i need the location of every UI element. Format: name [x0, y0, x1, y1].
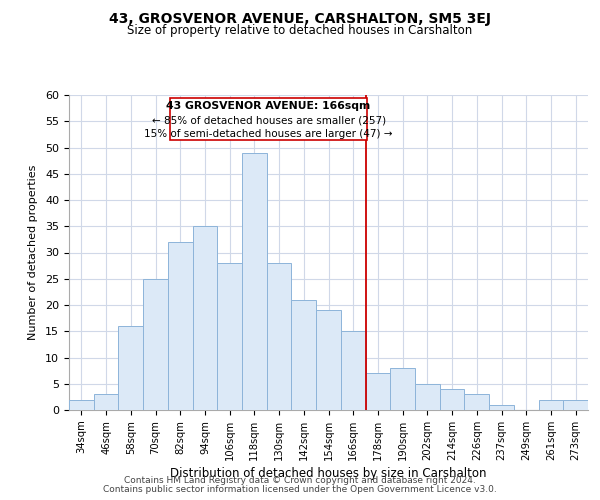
- Bar: [143, 279, 168, 410]
- Bar: [267, 263, 292, 410]
- Text: Contains public sector information licensed under the Open Government Licence v3: Contains public sector information licen…: [103, 485, 497, 494]
- Bar: [539, 400, 563, 410]
- X-axis label: Distribution of detached houses by size in Carshalton: Distribution of detached houses by size …: [170, 467, 487, 480]
- Bar: [390, 368, 415, 410]
- Bar: [489, 405, 514, 410]
- Text: ← 85% of detached houses are smaller (257): ← 85% of detached houses are smaller (25…: [152, 115, 386, 125]
- Text: 43, GROSVENOR AVENUE, CARSHALTON, SM5 3EJ: 43, GROSVENOR AVENUE, CARSHALTON, SM5 3E…: [109, 12, 491, 26]
- Bar: [440, 389, 464, 410]
- Bar: [292, 300, 316, 410]
- Bar: [365, 373, 390, 410]
- Bar: [118, 326, 143, 410]
- Bar: [170, 98, 367, 140]
- Bar: [341, 331, 365, 410]
- Bar: [464, 394, 489, 410]
- Y-axis label: Number of detached properties: Number of detached properties: [28, 165, 38, 340]
- Bar: [193, 226, 217, 410]
- Bar: [69, 400, 94, 410]
- Bar: [316, 310, 341, 410]
- Text: 15% of semi-detached houses are larger (47) →: 15% of semi-detached houses are larger (…: [145, 129, 393, 139]
- Bar: [242, 153, 267, 410]
- Text: Contains HM Land Registry data © Crown copyright and database right 2024.: Contains HM Land Registry data © Crown c…: [124, 476, 476, 485]
- Bar: [563, 400, 588, 410]
- Bar: [217, 263, 242, 410]
- Bar: [415, 384, 440, 410]
- Bar: [94, 394, 118, 410]
- Bar: [168, 242, 193, 410]
- Text: 43 GROSVENOR AVENUE: 166sqm: 43 GROSVENOR AVENUE: 166sqm: [166, 101, 371, 111]
- Text: Size of property relative to detached houses in Carshalton: Size of property relative to detached ho…: [127, 24, 473, 37]
